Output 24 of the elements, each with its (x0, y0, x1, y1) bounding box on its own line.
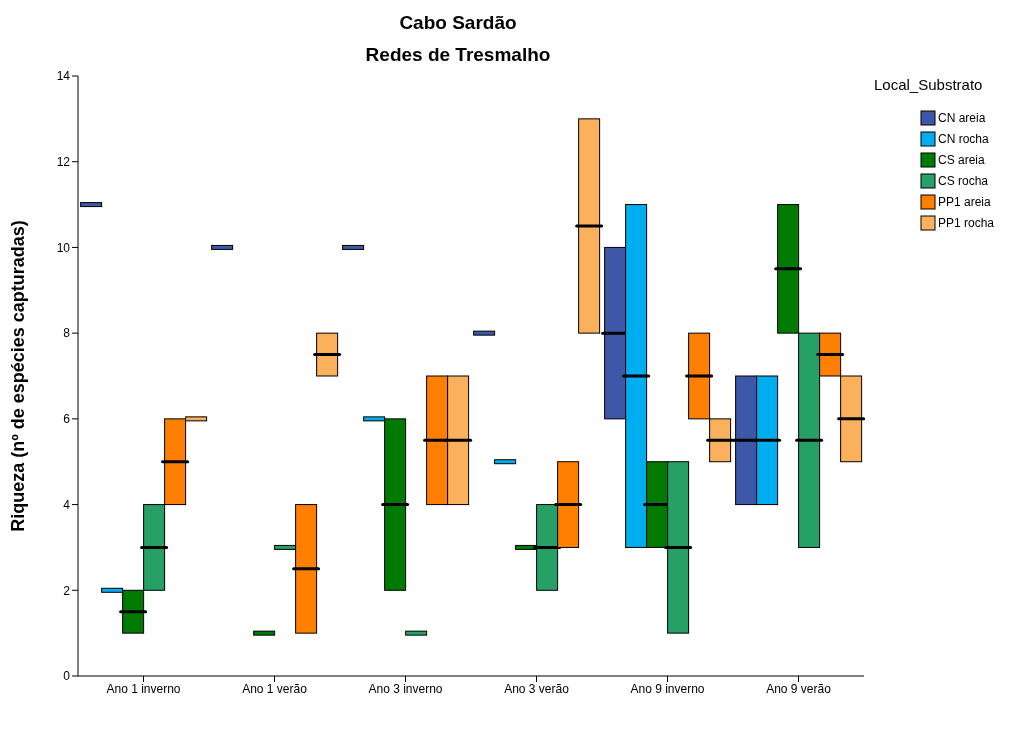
legend-label: CS rocha (938, 173, 989, 188)
legend-label: PP1 areia (938, 194, 991, 209)
x-tick-label: Ano 1 verão (242, 681, 308, 696)
x-tick-label: Ano 1 inverno (106, 681, 181, 696)
legend-label: CN areia (938, 110, 986, 125)
y-tick-label: 4 (63, 497, 71, 512)
y-tick-label: 14 (56, 69, 71, 84)
chart-subtitle: Redes de Tresmalho (364, 44, 552, 66)
x-tick-label: Ano 9 inverno (630, 681, 705, 696)
chart-title: Cabo Sardão (398, 11, 518, 34)
y-axis-title: Riqueza (nº de espécies capturadas) (8, 220, 29, 532)
legend-label: PP1 rocha (938, 215, 995, 230)
y-tick-label: 0 (63, 669, 71, 684)
x-tick-label: Ano 9 verão (766, 681, 832, 696)
y-tick-label: 10 (56, 240, 71, 255)
legend-label: CN rocha (938, 131, 989, 146)
y-tick-label: 2 (63, 583, 71, 598)
y-tick-label: 8 (63, 326, 71, 341)
y-tick-label: 12 (56, 154, 71, 169)
y-tick-label: 6 (63, 412, 71, 427)
legend-title: Local_Substrato (874, 76, 984, 93)
x-tick-label: Ano 3 verão (504, 681, 570, 696)
legend-label: CS areia (938, 152, 985, 167)
x-tick-label: Ano 3 inverno (368, 681, 443, 696)
